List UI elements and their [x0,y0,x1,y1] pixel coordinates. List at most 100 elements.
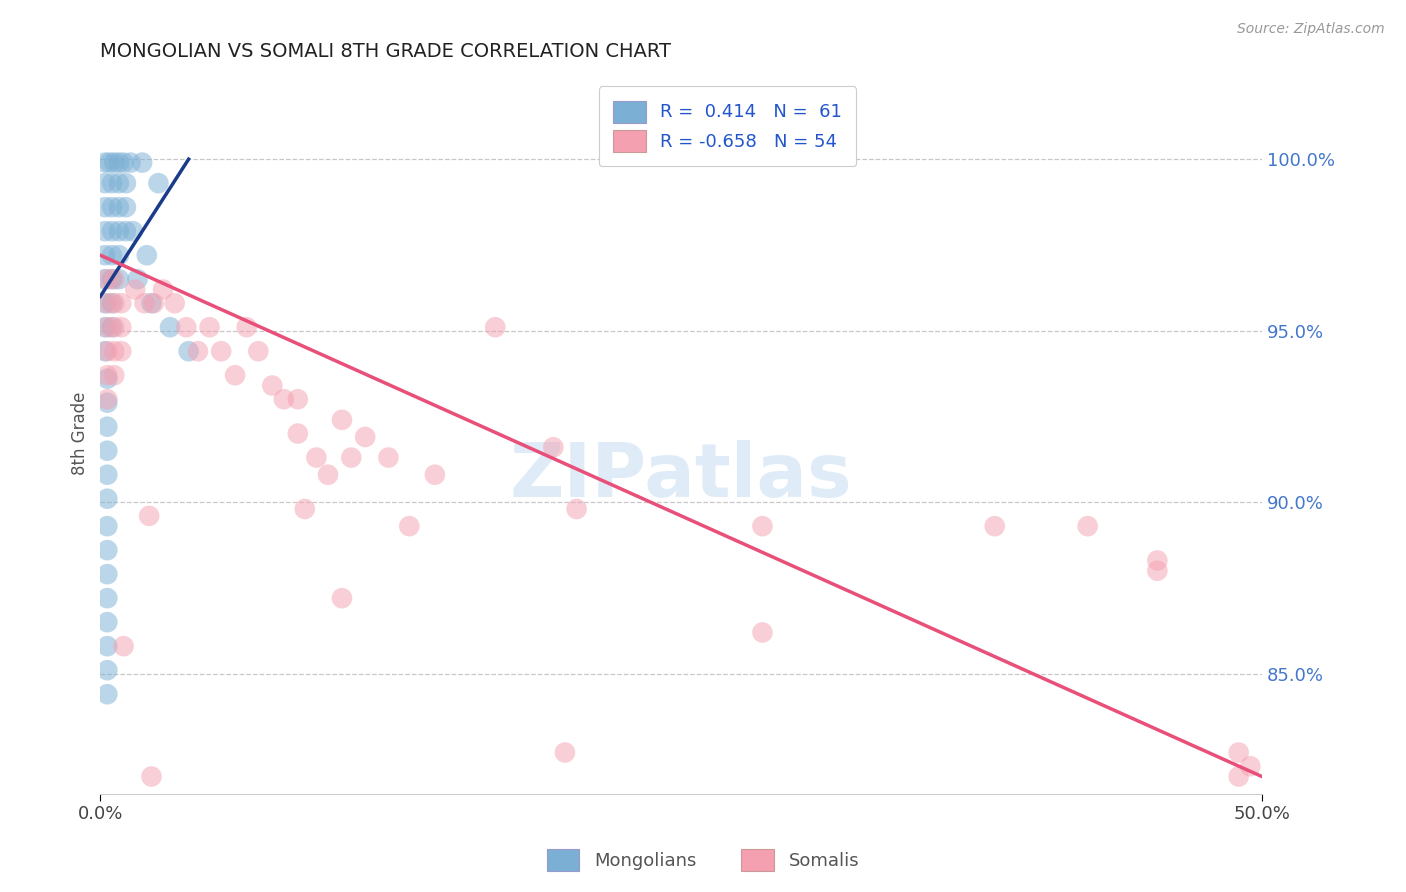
Point [1146,553,1168,567]
Point [96,344,118,359]
Point [96,591,118,606]
Point [159,320,181,334]
Text: MONGOLIAN VS SOMALI 8TH GRADE CORRELATION CHART: MONGOLIAN VS SOMALI 8TH GRADE CORRELATIO… [100,42,671,61]
Point [330,413,353,427]
Point [96,663,118,677]
Point [131,155,153,169]
Point [423,467,446,482]
Text: ZIPatlas: ZIPatlas [510,441,852,513]
Point [316,467,339,482]
Point [247,344,270,359]
Point [98,155,121,169]
Point [96,543,118,558]
Point [94,200,117,214]
Point [751,625,773,640]
Point [96,467,118,482]
Point [103,272,125,286]
Point [96,419,118,434]
Point [1146,564,1168,578]
Point [135,248,157,262]
Point [141,296,163,310]
Point [983,519,1005,533]
Point [96,392,118,407]
Point [141,770,163,784]
Point [96,272,118,286]
Point [108,224,131,238]
Point [198,320,221,334]
Point [94,296,117,310]
Point [1227,746,1250,760]
Point [305,450,328,465]
Point [112,639,135,653]
Point [101,272,124,286]
Point [94,320,117,334]
Point [96,639,118,653]
Point [96,687,118,701]
Point [148,176,170,190]
Point [354,430,377,444]
Point [163,296,186,310]
Point [554,746,576,760]
Point [187,344,209,359]
Text: Source: ZipAtlas.com: Source: ZipAtlas.com [1237,22,1385,37]
Point [94,155,117,169]
Point [101,200,124,214]
Point [377,450,399,465]
Point [96,320,118,334]
Point [152,283,174,297]
Point [101,248,124,262]
Point [120,155,142,169]
Point [103,296,125,310]
Point [176,320,198,334]
Point [103,344,125,359]
Point [94,176,117,190]
Point [96,615,118,630]
Point [287,392,309,407]
Point [751,519,773,533]
Point [96,519,118,533]
Point [103,320,125,334]
Point [115,224,138,238]
Point [96,395,118,409]
Point [110,296,132,310]
Point [96,443,118,458]
Point [101,320,124,334]
Point [110,344,132,359]
Point [398,519,420,533]
Point [262,378,284,392]
Point [115,176,138,190]
Point [134,296,156,310]
Point [177,344,200,359]
Legend: R =  0.414   N =  61, R = -0.658   N = 54: R = 0.414 N = 61, R = -0.658 N = 54 [599,86,856,166]
Point [112,155,135,169]
Point [124,283,146,297]
Point [94,272,117,286]
Point [96,372,118,386]
Point [96,368,118,383]
Point [543,440,565,454]
Point [122,224,145,238]
Point [142,296,165,310]
Point [101,224,124,238]
Point [1227,770,1250,784]
Point [94,248,117,262]
Point [108,176,131,190]
Point [108,155,131,169]
Y-axis label: 8th Grade: 8th Grade [72,392,89,475]
Point [484,320,506,334]
Point [108,200,131,214]
Point [138,508,160,523]
Point [235,320,257,334]
Point [94,344,117,359]
Point [565,502,588,516]
Point [103,368,125,383]
Point [209,344,232,359]
Point [273,392,295,407]
Point [108,272,131,286]
Point [127,272,149,286]
Point [1239,759,1261,773]
Point [110,320,132,334]
Point [108,248,131,262]
Point [287,426,309,441]
Point [330,591,353,606]
